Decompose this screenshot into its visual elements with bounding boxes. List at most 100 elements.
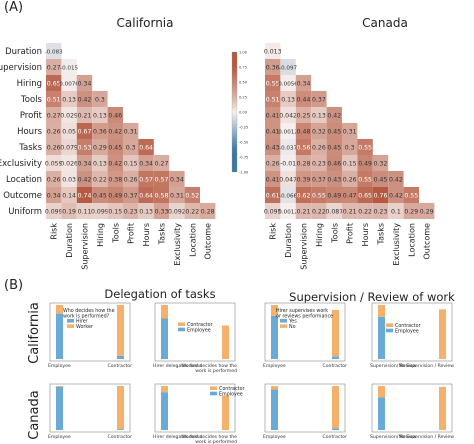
california-cell bbox=[46, 107, 62, 123]
california-col-label: Tools bbox=[111, 223, 120, 244]
canada-cell-value: 0.55 bbox=[358, 177, 372, 184]
canada-cell-value: 0.47 bbox=[343, 193, 357, 200]
california-row-label: Outcome bbox=[3, 191, 42, 201]
california-col-label: Exclusivity bbox=[173, 223, 182, 266]
canada-cell-value: 0.44 bbox=[297, 97, 311, 104]
canada-cell-value: 0.22 bbox=[312, 209, 326, 216]
california-cell-value: 0.27 bbox=[47, 65, 61, 72]
stacked-bar-segment bbox=[56, 386, 63, 430]
canada-cell bbox=[342, 187, 358, 203]
bar-panel-frame bbox=[154, 383, 236, 433]
california-cell-value: 0.42 bbox=[78, 177, 92, 184]
stacked-bar-segment bbox=[271, 305, 278, 316]
california-cell-value: 0.34 bbox=[170, 177, 184, 184]
category-label: Contractor bbox=[323, 434, 348, 440]
legend-swatch bbox=[210, 391, 217, 396]
canada-cell-value: 0.31 bbox=[343, 129, 357, 136]
canada-cell-value: 0.49 bbox=[327, 193, 341, 200]
california-cell bbox=[92, 171, 108, 187]
california-cell bbox=[107, 123, 123, 139]
california-row-label: Profit bbox=[20, 111, 43, 121]
stacked-bar-segment bbox=[56, 313, 63, 359]
california-heatmap-title: California bbox=[116, 16, 174, 30]
canada-cell-value: 0.28 bbox=[297, 161, 311, 168]
canada-cell-value: 0.61 bbox=[266, 193, 280, 200]
panel-b-label: (B) bbox=[4, 278, 24, 293]
bar-panel-frame bbox=[154, 302, 236, 362]
canada-cell-value: 0.43 bbox=[266, 145, 280, 152]
canada-cell-value: 0.095 bbox=[264, 209, 282, 216]
stacked-bar-segment bbox=[161, 305, 168, 319]
canada-cell-value: 0.43 bbox=[327, 177, 341, 184]
legend-title: or reviews performance bbox=[276, 313, 333, 319]
california-cell-value: 0.36 bbox=[93, 129, 107, 136]
california-cell bbox=[107, 171, 123, 187]
stacked-bar-segment bbox=[271, 386, 278, 390]
bar-panel-frame bbox=[371, 383, 453, 433]
california-col-label: Hours bbox=[142, 223, 151, 246]
california-row-label: Hours bbox=[17, 127, 42, 137]
california-cell-value: 0.57 bbox=[155, 177, 169, 184]
california-cell bbox=[107, 187, 123, 203]
california-cell-value: 0.34 bbox=[139, 161, 153, 168]
california-cell-value: 0.31 bbox=[124, 129, 138, 136]
canada-cell-value: 0.3 bbox=[345, 145, 355, 152]
canada-cell-value: 0.32 bbox=[312, 129, 326, 136]
stacked-bar-segment bbox=[117, 305, 124, 356]
canada-cell bbox=[265, 91, 281, 107]
california-cell-value: 0.53 bbox=[78, 145, 92, 152]
canada-cell bbox=[280, 203, 296, 219]
canada-cell-value: 0.55 bbox=[404, 193, 418, 200]
canada-cell bbox=[372, 171, 389, 187]
california-row-label: Tasks bbox=[18, 143, 42, 153]
california-cell bbox=[46, 203, 62, 219]
canada-cell bbox=[326, 139, 342, 155]
canada-cell-value: 0.41 bbox=[266, 129, 280, 136]
stacked-bar-segment bbox=[378, 397, 385, 430]
canada-cell bbox=[403, 203, 419, 219]
canada-cell-value: 0.62 bbox=[297, 193, 311, 200]
canada-cell bbox=[311, 203, 327, 219]
category-label: Supervision/ Review bbox=[370, 434, 416, 440]
california-cell-value: 0.13 bbox=[93, 161, 107, 168]
california-cell-value: 0.42 bbox=[108, 161, 122, 168]
california-cell-value: 0.33 bbox=[155, 209, 169, 216]
canada-cell-value: 0.047 bbox=[279, 177, 297, 184]
california-cell-value: 0.45 bbox=[108, 145, 122, 152]
california-cell-value: 0.34 bbox=[78, 81, 92, 88]
canada-cell bbox=[280, 187, 296, 203]
category-label: work is performed bbox=[195, 368, 237, 374]
california-cell bbox=[92, 203, 108, 219]
bar-panel-frame bbox=[371, 302, 453, 362]
stacked-bar-segment bbox=[222, 325, 229, 359]
canada-cell bbox=[265, 155, 281, 171]
canada-cell-value: 0.29 bbox=[420, 209, 434, 216]
california-cell bbox=[61, 123, 77, 139]
canada-col-label: Hiring bbox=[315, 223, 324, 247]
california-cell-value: 0.52 bbox=[185, 193, 199, 200]
california-cell bbox=[61, 155, 77, 171]
stacked-bar-segment bbox=[378, 316, 385, 359]
stacked-bar-segment bbox=[117, 355, 124, 359]
canada-cell-value: 0.32 bbox=[374, 161, 388, 168]
canada-cell-value: 0.36 bbox=[266, 65, 280, 72]
california-cell-value: 0.57 bbox=[139, 177, 153, 184]
canada-cell bbox=[311, 155, 327, 171]
canada-cell bbox=[265, 59, 281, 75]
california-cell-value: 0.23 bbox=[124, 209, 138, 216]
canada-cell bbox=[265, 107, 281, 123]
california-cell bbox=[76, 203, 93, 219]
canada-heatmap-title: Canada bbox=[362, 16, 408, 30]
stacked-bar-segment bbox=[439, 386, 446, 430]
california-cell-value: 0.21 bbox=[78, 113, 92, 120]
california-cell-value: -0.083 bbox=[45, 50, 63, 56]
canada-cell bbox=[372, 155, 389, 171]
california-col-label: Supervision bbox=[81, 223, 90, 270]
california-cell-value: 0.029 bbox=[60, 113, 78, 120]
california-cell-value: 0.26 bbox=[47, 145, 61, 152]
canada-cell bbox=[357, 171, 373, 187]
